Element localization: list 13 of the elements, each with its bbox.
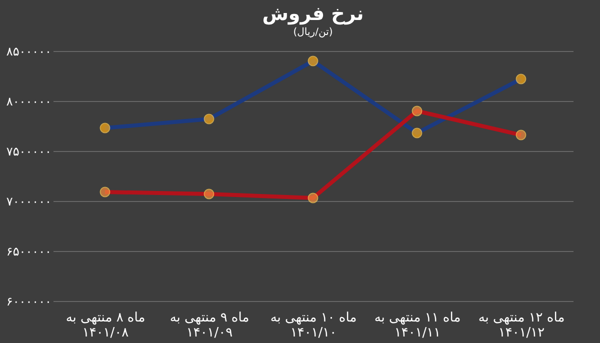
y-tick-label: ۶۵۰۰۰۰۰ (6, 244, 52, 258)
y-tick-label: ۸۰۰۰۰۰۰ (6, 94, 52, 108)
x-tick-label: ماه ۹ منتهی به ۱۴۰۱/۰۹ (170, 310, 250, 340)
x-tick-label: ماه ۱۰ منتهی به ۱۴۰۱/۱۰ (270, 310, 357, 340)
x-tick-label: ماه ۱۲ منتهی به ۱۴۰۱/۱۲ (478, 310, 565, 340)
chart-title: نرخ فروش (262, 3, 364, 25)
x-tick-label: ماه ۱۱ منتهی به ۱۴۰۱/۱۱ (374, 310, 461, 340)
y-tick-label: ۷۵۰۰۰۰۰ (6, 144, 52, 158)
x-tick-label: ماه ۸ منتهی به ۱۴۰۱/۰۸ (66, 310, 146, 340)
y-tick-label: ۷۰۰۰۰۰۰ (6, 194, 52, 208)
chart-subtitle: (تن/ریال) (293, 27, 333, 38)
y-tick-label: ۸۵۰۰۰۰۰ (6, 44, 52, 58)
y-tick-label: ۶۰۰۰۰۰۰ (6, 294, 52, 308)
